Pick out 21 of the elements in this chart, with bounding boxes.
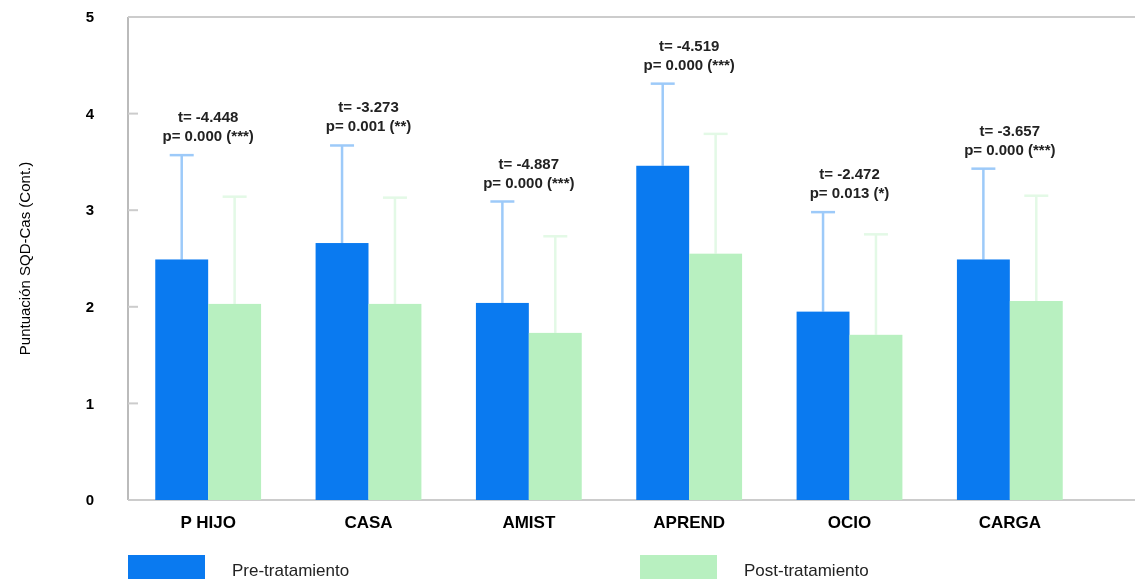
x-tick-label: P HIJO (180, 513, 236, 532)
y-tick-label: 0 (85, 491, 95, 509)
x-tick-label: CASA (344, 513, 393, 532)
y-tick-label: 3 (85, 201, 95, 219)
y-tick-label: 5 (85, 8, 95, 26)
legend-label: Pre-tratamiento (232, 561, 350, 580)
x-tick-label: APREND (653, 513, 726, 532)
annotation: t= -2.472 p= 0.013 (*) (809, 165, 890, 202)
annotation: t= -4.519 p= 0.000 (***) (643, 36, 735, 73)
annotation: t= -3.273 p= 0.001 (**) (325, 98, 412, 135)
y-tick-label: 4 (85, 104, 95, 122)
legend-label: Post-tratamiento (744, 561, 869, 580)
annotation: t= -4.448 p= 0.000 (***) (162, 108, 254, 145)
x-tick-label: AMIST (502, 513, 556, 532)
annotation: t= -3.657 p= 0.000 (***) (964, 121, 1056, 158)
annotation: t= -4.887 p= 0.000 (***) (483, 154, 575, 191)
x-tick-label: CARGA (978, 513, 1042, 532)
x-tick-label: OCIO (827, 513, 872, 532)
y-tick-label: 1 (85, 394, 95, 412)
y-tick-label: 2 (85, 298, 95, 316)
y-axis-title: Puntuación SQD-Cas (Cont.) (16, 161, 33, 356)
